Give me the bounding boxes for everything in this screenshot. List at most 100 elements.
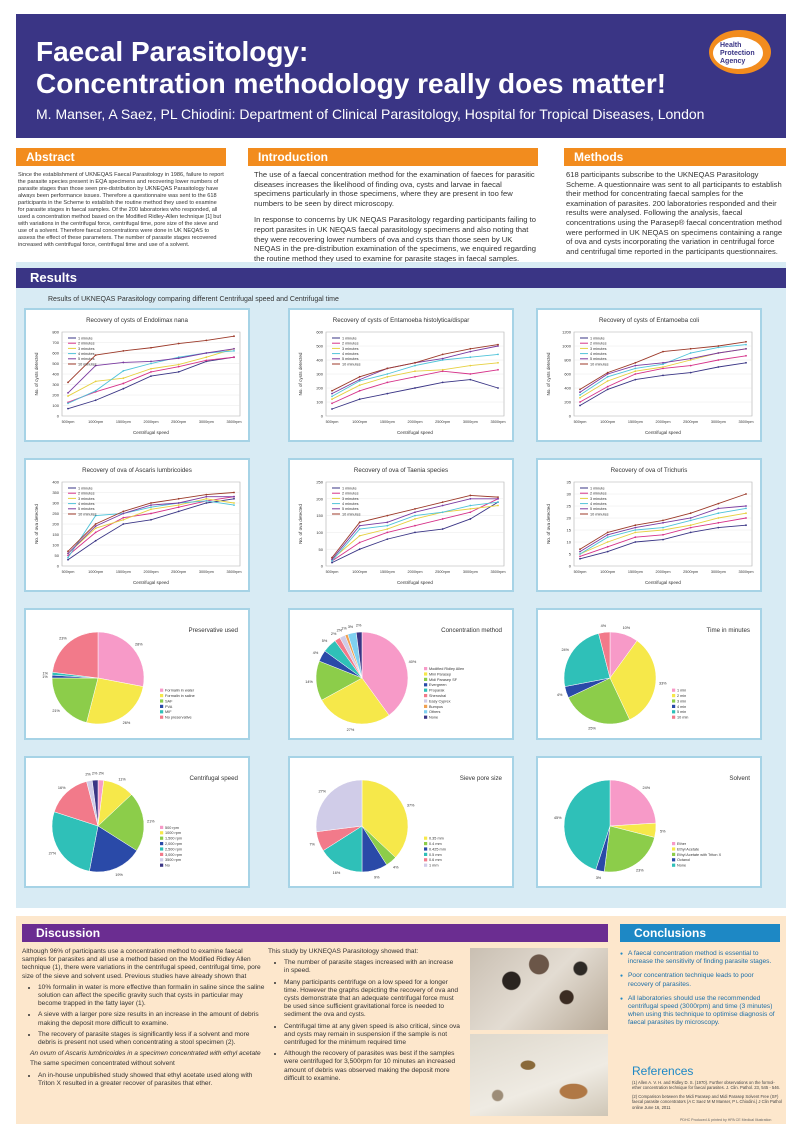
x-tick-label: 1500rpm <box>380 570 395 574</box>
legend-label: 1 minute <box>342 486 357 490</box>
data-point <box>67 558 69 561</box>
conclusion-item: Poor concentration technique leads to po… <box>620 972 780 988</box>
poster-title: Faecal Parasitology: Concentration metho… <box>36 36 716 100</box>
legend-swatch <box>424 847 428 851</box>
pie-slice <box>563 779 611 871</box>
legend-label: Easy Cyprex <box>429 699 451 703</box>
data-point <box>331 558 333 561</box>
data-point <box>717 507 720 510</box>
poster-header: Faecal Parasitology: Concentration metho… <box>16 14 786 138</box>
data-point <box>717 359 720 361</box>
study-finding-bullet: Many participants centrifuge on a low sp… <box>284 979 460 1020</box>
pie-slice <box>91 779 99 827</box>
data-point <box>441 381 444 384</box>
discussion-bullet: An in-house unpublished study showed tha… <box>38 1072 268 1088</box>
legend-swatch <box>672 688 676 692</box>
x-tick-label: 2000rpm <box>656 570 671 574</box>
data-point <box>634 526 637 529</box>
data-point <box>689 512 692 515</box>
legend-label: 3 minutes <box>590 497 607 501</box>
micrograph-with-solvent <box>470 948 608 1030</box>
data-point <box>358 398 361 401</box>
legend-label: 3 minutes <box>590 347 607 351</box>
data-point <box>358 389 361 392</box>
legend-label: 3 min <box>677 699 686 703</box>
data-point <box>662 538 664 541</box>
methods-text: 618 participants subscribe to the UKNEQA… <box>566 170 783 256</box>
slice-label: 5% <box>660 829 666 833</box>
legend-swatch <box>160 863 164 867</box>
data-point <box>689 357 692 360</box>
data-point <box>177 506 180 509</box>
data-point <box>745 343 747 346</box>
legend-label: 5 minutes <box>590 357 607 361</box>
y-tick-label: 600 <box>316 330 323 335</box>
slice-label: 14% <box>305 680 313 684</box>
legend-label: Modified Ridley Allen <box>429 667 464 671</box>
legend-label: Ether <box>677 842 687 846</box>
x-axis-label: Centrifugal speed <box>133 580 169 585</box>
x-tick-label: 1000rpm <box>600 570 615 574</box>
slice-label: 1% <box>341 627 347 631</box>
data-point <box>122 516 125 519</box>
legend-label: 1 minute <box>342 336 357 340</box>
legend-label: 3 minutes <box>342 497 359 501</box>
y-tick-label: 700 <box>52 340 59 345</box>
legend-swatch <box>424 863 428 867</box>
legend-label: 10 minutes <box>342 512 361 516</box>
pie-slice <box>322 825 363 873</box>
y-tick-label: 0 <box>321 414 324 419</box>
y-axis-label: No. of cysts detected <box>298 352 303 395</box>
slice-label: 33% <box>659 681 667 685</box>
slice-label: 4% <box>393 865 399 869</box>
title-line-1: Faecal Parasitology: <box>36 36 309 67</box>
pie-slice <box>361 631 409 716</box>
chart-title: Sieve pore size <box>460 775 503 782</box>
data-point <box>634 361 637 364</box>
data-point <box>358 541 361 544</box>
pie-chart-panel: Sieve pore size 37% 4% 9% 16% 7% 27% 0.35 mm 0.4… <box>288 756 514 888</box>
slice-label: 1% <box>42 675 48 679</box>
slice-label: 9% <box>374 875 380 879</box>
data-point <box>331 392 333 395</box>
slice-label: 27% <box>49 851 57 855</box>
y-tick-label: 300 <box>52 501 59 506</box>
legend-swatch <box>672 852 676 856</box>
data-point <box>662 366 664 368</box>
x-tick-label: 2000rpm <box>656 420 671 424</box>
data-point <box>689 352 692 354</box>
legend-swatch <box>424 715 428 719</box>
legend-label: 0.5 mm <box>429 853 442 857</box>
slice-label: 7% <box>309 842 315 846</box>
slice-label: 21% <box>147 820 155 824</box>
legend-swatch <box>672 858 676 862</box>
data-point <box>177 357 180 360</box>
legend-label: 3 minutes <box>78 347 95 351</box>
x-tick-label: 3000rpm <box>711 420 726 424</box>
data-point <box>662 374 664 377</box>
y-tick-label: 200 <box>316 496 323 501</box>
data-point <box>67 402 69 405</box>
study-intro: This study by UKNEQAS Parasitology showe… <box>268 948 419 955</box>
x-tick-label: 3500rpm <box>227 420 242 424</box>
data-point <box>441 518 444 520</box>
data-point <box>233 335 235 338</box>
data-point <box>441 357 444 360</box>
y-tick-label: 100 <box>52 403 59 408</box>
legend-label: PVA <box>165 705 173 709</box>
data-point <box>662 519 664 522</box>
legend-label: 10 minutes <box>590 512 609 516</box>
x-tick-label: 2500rpm <box>171 420 186 424</box>
x-tick-label: 500rpm <box>62 420 75 424</box>
data-point <box>717 512 720 515</box>
data-point <box>358 380 361 382</box>
data-point <box>441 511 444 514</box>
y-axis-label: No. of ova detected <box>34 504 39 544</box>
legend-swatch <box>160 715 164 719</box>
data-point <box>497 497 499 500</box>
data-point <box>606 550 609 553</box>
data-point <box>579 404 581 407</box>
data-point <box>67 554 69 557</box>
